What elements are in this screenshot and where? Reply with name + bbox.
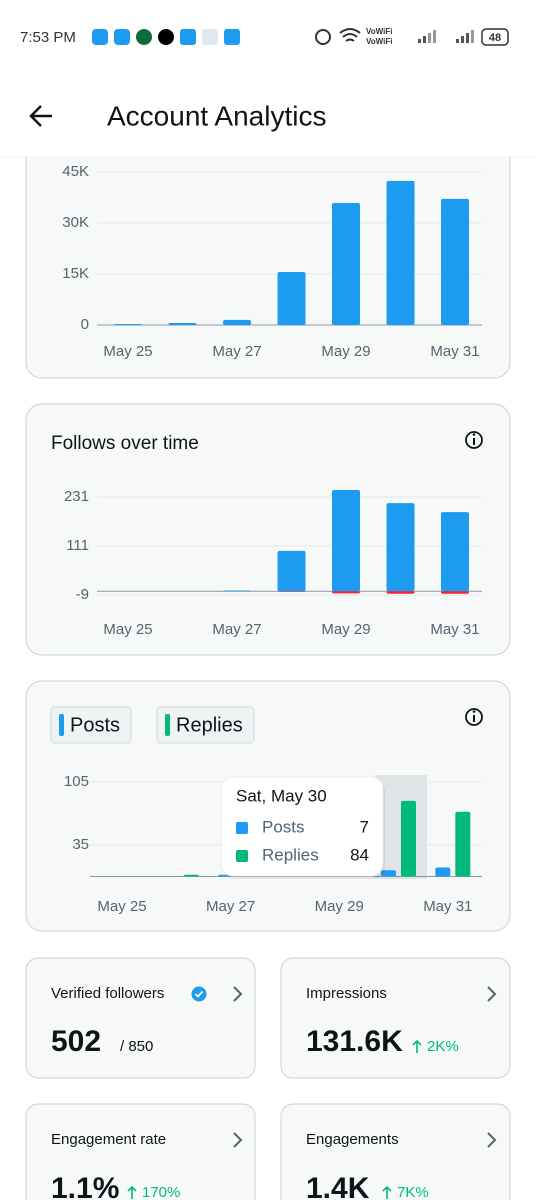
status-time: 7:53 PM [20, 29, 76, 46]
chevron [487, 1132, 497, 1148]
x-tick-label: May 27 [212, 343, 261, 360]
tooltip [220, 776, 384, 877]
page-title: Account Analytics [107, 100, 326, 131]
bar [441, 591, 469, 594]
x-tick-label: May 31 [430, 343, 479, 360]
status-icons [315, 28, 509, 46]
bar [332, 490, 360, 592]
legend-swatch [59, 714, 64, 736]
chevron [233, 1132, 243, 1148]
card-label: Engagements [306, 1131, 399, 1148]
legend-swatch [165, 714, 170, 736]
chevron [233, 986, 243, 1002]
card-value: 1.1% [51, 1172, 119, 1200]
x-tick-label: May 31 [423, 898, 472, 915]
y-tick-label: 45K [62, 163, 89, 180]
y-tick-label: 111 [66, 537, 89, 554]
card-change: 2K% [427, 1038, 459, 1055]
up-arrow [382, 1185, 392, 1199]
top-bar [0, 0, 536, 157]
y-tick-label: 35 [72, 836, 89, 853]
stat-card[interactable] [25, 1103, 256, 1200]
bar [332, 202, 360, 325]
card-value: 1.4K [306, 1172, 370, 1200]
bar [223, 319, 251, 325]
bar [441, 512, 469, 592]
chart-title: Follows over time [51, 433, 199, 454]
bar [386, 180, 415, 325]
x-tick-label: May 29 [321, 343, 370, 360]
verified-badge [191, 986, 207, 1002]
legend-chip [50, 706, 132, 744]
impressions-chart-card [25, 129, 511, 379]
bar [183, 874, 199, 877]
tooltip-swatch [236, 822, 248, 834]
legend-label: Posts [70, 714, 120, 736]
up-arrow [127, 1185, 137, 1199]
bar [401, 800, 416, 877]
bar [277, 550, 306, 592]
y-tick-label: 15K [62, 265, 89, 282]
bar [441, 198, 469, 325]
tooltip-label: Replies [262, 845, 319, 864]
y-tick-label: 30K [62, 214, 89, 231]
card-change: 170% [142, 1184, 180, 1200]
bar [114, 323, 142, 325]
x-tick-label: May 25 [103, 621, 152, 638]
card-value: 502 [51, 1025, 101, 1058]
stat-card[interactable] [280, 1103, 511, 1200]
up-arrow [412, 1039, 422, 1053]
card-label: Verified followers [51, 985, 164, 1002]
bar [223, 590, 251, 592]
wifi-label: VoWiFi [366, 27, 392, 36]
charts: Follows over time 0 15K 30K 45K May 25 May 27… [25, 129, 511, 932]
info-icon[interactable] [465, 708, 483, 726]
bar [277, 271, 306, 325]
x-tick-label: May 25 [97, 898, 146, 915]
y-tick-label: 0 [81, 316, 89, 333]
legend-label: Replies [176, 714, 243, 736]
x-tick-label: May 27 [212, 621, 261, 638]
bar [455, 811, 471, 877]
y-tick-label: 231 [64, 488, 89, 505]
tooltip-title: Sat, May 30 [236, 786, 327, 805]
legend-item[interactable]: Posts [50, 706, 132, 744]
notification-icons [92, 29, 240, 45]
info-icon[interactable] [465, 431, 483, 449]
tooltip-value: 84 [350, 845, 369, 864]
back-button[interactable] [29, 105, 52, 127]
chevron [487, 986, 497, 1002]
x-tick-label: May 31 [430, 621, 479, 638]
x-tick-label: May 29 [321, 621, 370, 638]
tooltip-value: 7 [360, 817, 369, 836]
x-tick-label: May 25 [103, 343, 152, 360]
battery-level: 48 [489, 32, 501, 44]
stat-card[interactable] [25, 957, 256, 1079]
bar [386, 503, 415, 592]
bar [168, 322, 197, 325]
legend-item[interactable]: Replies [156, 706, 255, 744]
bar [386, 591, 415, 594]
card-total: / 850 [120, 1038, 153, 1055]
x-tick-label: May 27 [206, 898, 255, 915]
y-tick-label: 105 [64, 773, 89, 790]
card-label: Impressions [306, 985, 387, 1002]
x-tick-label: May 29 [315, 898, 364, 915]
wifi-label: VoWiFi [366, 37, 392, 46]
bar [332, 591, 360, 594]
bar [435, 867, 451, 877]
card-value: 131.6K [306, 1025, 403, 1058]
bar [381, 870, 396, 877]
stat-card[interactable] [280, 957, 511, 1079]
legend-chip [156, 706, 255, 744]
tooltip-swatch [236, 850, 248, 862]
y-tick-label: -9 [76, 586, 89, 603]
tooltip-label: Posts [262, 817, 305, 836]
card-change: 7K% [397, 1184, 429, 1200]
card-label: Engagement rate [51, 1131, 166, 1148]
